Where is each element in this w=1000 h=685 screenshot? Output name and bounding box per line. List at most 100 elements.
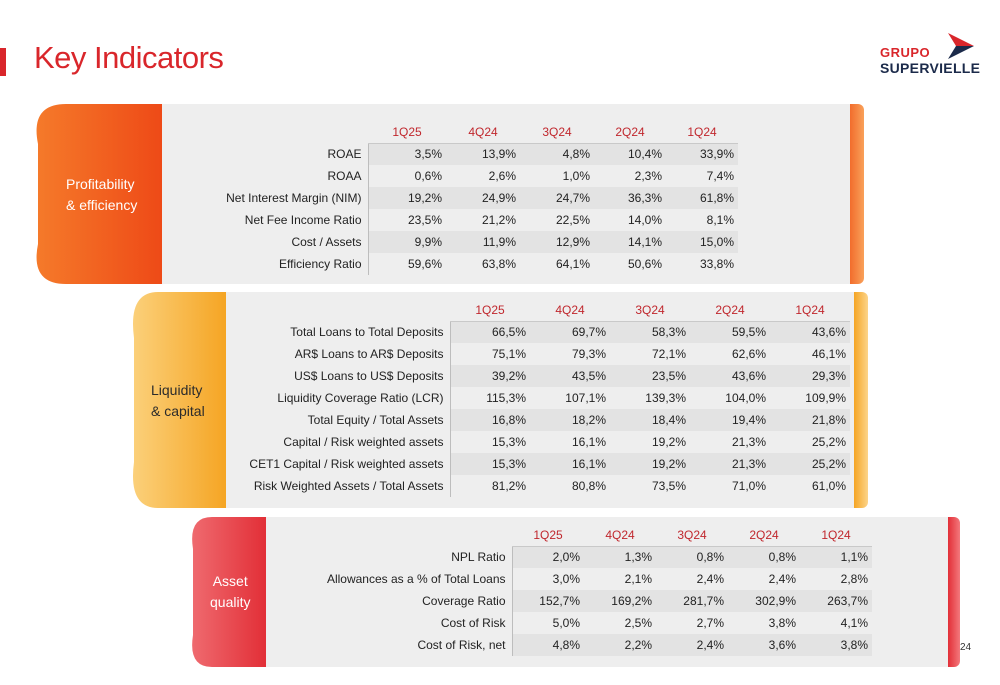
row-label: Cost of Risk	[270, 612, 513, 634]
row-value: 25,2%	[770, 453, 850, 475]
profitability-header-period: 4Q24	[446, 121, 520, 144]
liquidity-header-period: 2Q24	[690, 299, 770, 322]
row-value: 7,4%	[706, 169, 734, 183]
asset-quality-end-tab	[948, 517, 960, 667]
row-value: 21,3%	[690, 453, 770, 475]
profitability-label-line2: & efficiency	[66, 197, 138, 213]
row-value: 2,7%	[696, 616, 724, 630]
row-value: 73,5%	[651, 479, 686, 493]
profitability-label-line1: Profitability	[66, 176, 135, 192]
row-label: Net Fee Income Ratio	[168, 209, 369, 231]
row-value: 2,2%	[584, 634, 656, 656]
row-value: 29,3%	[770, 365, 850, 387]
row-value: 2,0%	[512, 546, 584, 568]
profitability-header-period: 2Q24	[594, 121, 666, 144]
row-value: 139,3%	[645, 391, 686, 405]
row-label: Risk Weighted Assets / Total Assets	[230, 475, 451, 497]
row-value: 19,2%	[651, 435, 686, 449]
table-row: Liquidity Coverage Ratio (LCR) 115,3% 107,…	[230, 387, 850, 409]
row-label: Cost of Risk, net	[270, 634, 513, 656]
row-label: Net Interest Margin (NIM)	[168, 187, 369, 209]
row-value: 25,2%	[811, 435, 846, 449]
table-row: Allowances as a % of Total Loans 3,0% 2,1%…	[270, 568, 872, 590]
row-value: 72,1%	[651, 347, 686, 361]
row-value: 2,6%	[488, 169, 516, 183]
row-value: 69,7%	[530, 321, 610, 343]
row-value: 15,3%	[491, 435, 526, 449]
row-label: CET1 Capital / Risk weighted assets	[230, 453, 451, 475]
row-value: 18,2%	[530, 409, 610, 431]
row-value: 23,5%	[610, 365, 690, 387]
row-value: 36,3%	[594, 187, 666, 209]
row-value: 1,3%	[584, 546, 656, 568]
row-value: 2,4%	[768, 572, 796, 586]
row-value: 15,3%	[450, 453, 530, 475]
liquidity-label-line2: & capital	[151, 403, 205, 419]
row-value: 79,3%	[571, 347, 606, 361]
row-value: 10,4%	[594, 143, 666, 165]
row-value: 21,8%	[770, 409, 850, 431]
row-value: 21,3%	[731, 435, 766, 449]
row-value: 43,6%	[770, 321, 850, 343]
row-value: 2,8%	[840, 572, 868, 586]
row-value: 1,0%	[562, 169, 590, 183]
row-value: 66,5%	[450, 321, 530, 343]
row-label: Efficiency Ratio	[168, 253, 369, 275]
row-value: 63,8%	[481, 257, 516, 271]
row-value: 0,8%	[656, 546, 728, 568]
row-value: 0,8%	[728, 546, 800, 568]
row-value: 62,6%	[731, 347, 766, 361]
title-accent-bar	[0, 48, 6, 76]
table-row: Risk Weighted Assets / Total Assets 81,2%…	[230, 475, 850, 497]
logo-line1: GRUPO	[880, 45, 931, 60]
row-value: 4,8%	[512, 634, 584, 656]
liquidity-table: 1Q25 4Q24 3Q24 2Q24 1Q24 Total Loans to Tota…	[230, 299, 850, 497]
row-value: 75,1%	[491, 347, 526, 361]
row-value: 22,5%	[555, 213, 590, 227]
profitability-end-tab	[850, 104, 864, 284]
row-value: 19,2%	[610, 453, 690, 475]
row-value: 8,1%	[706, 213, 734, 227]
liquidity-header-period: 1Q24	[770, 299, 850, 322]
row-label: Coverage Ratio	[270, 590, 513, 612]
row-value: 11,9%	[446, 231, 520, 253]
table-row: Net Interest Margin (NIM) 19,2% 24,9% 24,7%…	[168, 187, 738, 209]
row-value: 3,5%	[368, 143, 446, 165]
row-value: 152,7%	[512, 590, 584, 612]
row-value: 23,5%	[407, 213, 442, 227]
profitability-section-tab	[36, 104, 162, 284]
row-value: 50,6%	[627, 257, 662, 271]
row-value: 2,4%	[656, 634, 728, 656]
table-row: ROAA 0,6% 2,6% 1,0% 2,3% 7,4%	[168, 165, 738, 187]
row-value: 80,8%	[571, 479, 606, 493]
row-label: Liquidity Coverage Ratio (LCR)	[230, 387, 451, 409]
liquidity-label-line1: Liquidity	[151, 382, 203, 398]
row-value: 3,8%	[800, 634, 872, 656]
row-value: 61,0%	[811, 479, 846, 493]
row-value: 18,4%	[610, 409, 690, 431]
row-label: Cost / Assets	[168, 231, 369, 253]
liquidity-section-tab	[133, 292, 226, 508]
table-row: Cost / Assets 9,9% 11,9% 12,9% 14,1% 15,0%	[168, 231, 738, 253]
profitability-header-period: 1Q24	[666, 121, 738, 144]
row-value: 302,9%	[728, 590, 800, 612]
row-label: Capital / Risk weighted assets	[230, 431, 451, 453]
grupo-supervielle-logo: GRUPO SUPERVIELLE	[880, 33, 980, 81]
table-row: Cost of Risk 5,0% 2,5% 2,7% 3,8% 4,1%	[270, 612, 872, 634]
row-value: 9,9%	[368, 231, 446, 253]
row-value: 16,1%	[571, 435, 606, 449]
row-value: 39,2%	[450, 365, 530, 387]
row-label: Total Loans to Total Deposits	[230, 321, 451, 343]
row-label: US$ Loans to US$ Deposits	[230, 365, 451, 387]
row-value: 3,8%	[768, 616, 796, 630]
row-value: 109,9%	[805, 391, 846, 405]
logo-arrow-icon	[948, 33, 974, 59]
asset-quality-header-period: 1Q25	[512, 524, 584, 547]
row-value: 19,2%	[368, 187, 446, 209]
row-value: 0,6%	[414, 169, 442, 183]
row-value: 64,1%	[555, 257, 590, 271]
table-row: NPL Ratio 2,0% 1,3% 0,8% 0,8% 1,1%	[270, 546, 872, 568]
table-row: US$ Loans to US$ Deposits 39,2% 43,5% 23,5%…	[230, 365, 850, 387]
asset-quality-header-period: 3Q24	[656, 524, 728, 547]
row-value: 107,1%	[565, 391, 606, 405]
